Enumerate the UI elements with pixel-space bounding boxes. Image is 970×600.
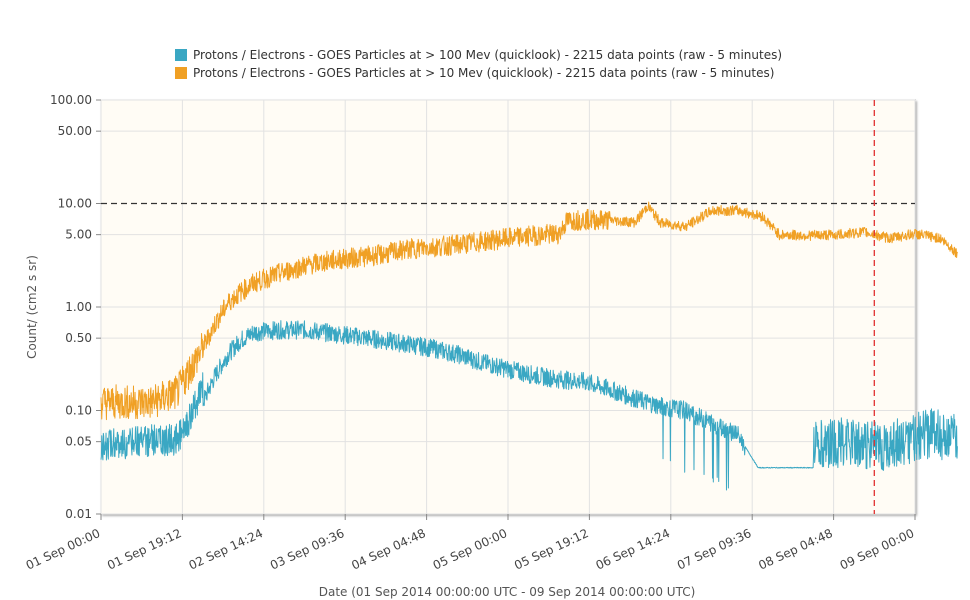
series-line [100, 201, 958, 421]
x-axis: 01 Sep 00:00 01 Sep 19:12 02 Sep 14:24 03 S… [24, 514, 917, 573]
series-line [100, 320, 958, 491]
y-tick-label: 5.00 [65, 228, 92, 242]
y-tick-label: 50.00 [58, 124, 92, 138]
x-axis-label: Date (01 Sep 2014 00:00:00 UTC - 09 Sep … [319, 585, 696, 599]
y-tick-label: 0.05 [65, 435, 92, 449]
y-axis: 100.00 50.00 10.00 5.00 1.00 0.50 0.10 0.05 0.01 [50, 93, 101, 521]
chart-legend: Protons / Electrons - GOES Particles at … [175, 46, 782, 82]
x-tick-label: 08 Sep 04:48 [756, 526, 835, 573]
y-axis-label: Count/ (cm2 s sr) [25, 255, 39, 359]
y-tick-label: 1.00 [65, 300, 92, 314]
x-tick-label: 02 Sep 14:24 [187, 526, 266, 573]
legend-swatch [175, 67, 187, 79]
y-tick-label: 0.10 [65, 404, 92, 418]
x-tick-label: 01 Sep 19:12 [105, 526, 184, 573]
y-tick-label: 10.00 [58, 197, 92, 211]
x-tick-label: 07 Sep 09:36 [675, 526, 754, 573]
x-tick-label: 05 Sep 19:12 [512, 526, 591, 573]
legend-swatch [175, 49, 187, 61]
reference-lines [101, 100, 915, 514]
y-tick-label: 0.50 [65, 331, 92, 345]
y-tick-label: 100.00 [50, 93, 92, 107]
x-tick-label: 01 Sep 00:00 [24, 526, 103, 573]
legend-item[interactable]: Protons / Electrons - GOES Particles at … [175, 64, 782, 82]
x-tick-label: 04 Sep 04:48 [349, 526, 428, 573]
series-lines [100, 201, 958, 491]
x-tick-label: 06 Sep 14:24 [594, 526, 673, 573]
legend-label: Protons / Electrons - GOES Particles at … [193, 48, 783, 62]
x-tick-label: 05 Sep 00:00 [431, 526, 510, 573]
y-tick-label: 0.01 [65, 507, 92, 521]
x-tick-label: 03 Sep 09:36 [268, 526, 347, 573]
legend-label: Protons / Electrons - GOES Particles at … [193, 66, 775, 80]
legend-item[interactable]: Protons / Electrons - GOES Particles at … [175, 46, 782, 64]
x-tick-label: 09 Sep 00:00 [838, 526, 917, 573]
